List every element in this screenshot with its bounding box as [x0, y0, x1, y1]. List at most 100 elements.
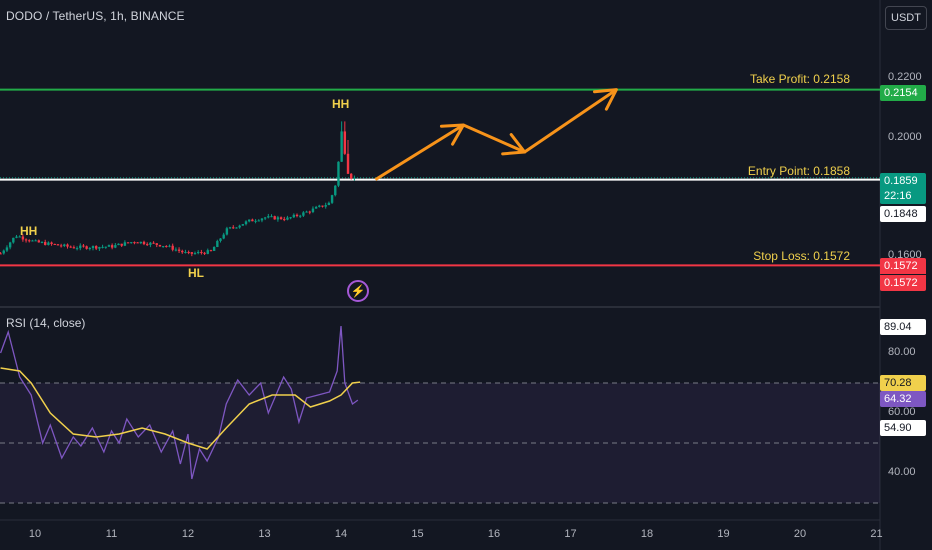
candle-body — [133, 242, 136, 244]
candle-body — [232, 227, 235, 229]
candle-body — [98, 246, 101, 249]
candle-body — [168, 245, 171, 247]
candle-body — [24, 239, 28, 241]
rsi-ma-tag: 70.28 — [880, 375, 926, 391]
take-profit-label: Take Profit: 0.2158 — [749, 72, 850, 86]
candle-body — [126, 242, 130, 244]
candle-body — [142, 241, 146, 245]
candle-body — [21, 236, 25, 240]
candle-body — [165, 246, 168, 248]
candle-body — [18, 236, 21, 238]
candle-body — [120, 243, 123, 246]
candle-body — [200, 252, 203, 254]
candle-body — [104, 246, 107, 248]
candle-body — [222, 234, 225, 239]
candle-body — [31, 240, 34, 242]
time-axis-tick: 19 — [717, 528, 730, 540]
candle-body — [72, 247, 76, 249]
candle-body — [66, 244, 69, 247]
currency-button[interactable]: USDT — [885, 6, 927, 30]
candle-body — [146, 244, 149, 246]
candle-body — [114, 245, 117, 248]
time-axis-tick: 13 — [258, 528, 271, 540]
candle-body — [251, 219, 254, 222]
candle-body — [241, 224, 245, 226]
rsi-axis-tick: 80.00 — [888, 346, 916, 358]
last-price-tag: 0.1859 — [880, 173, 926, 189]
candle-body — [197, 252, 200, 254]
candle-body — [5, 247, 9, 251]
candle-body — [212, 247, 216, 251]
candle-body — [8, 242, 12, 248]
candle-body — [292, 214, 296, 218]
candle-body — [299, 215, 302, 217]
candle-body — [244, 221, 248, 225]
candle-body — [79, 245, 82, 249]
candle-body — [353, 177, 356, 179]
candle-body — [95, 246, 98, 249]
candle-body — [302, 212, 305, 216]
candle-body — [184, 252, 187, 254]
candle-body — [40, 242, 44, 244]
candle-body — [308, 211, 311, 213]
candle-body — [295, 214, 299, 217]
candle-body — [254, 220, 257, 222]
candle-body — [56, 244, 60, 246]
entry-point-label: Entry Point: 0.1858 — [747, 164, 850, 178]
time-axis-tick: 20 — [793, 528, 807, 540]
candle-body — [216, 240, 219, 248]
projection-path — [374, 88, 618, 181]
candle-body — [318, 205, 321, 207]
candle-body — [117, 243, 120, 246]
candle-body — [44, 242, 47, 245]
rsi-value-tag: 64.32 — [880, 391, 926, 407]
candle-body — [228, 227, 232, 229]
candle-body — [324, 205, 327, 207]
candle-body — [101, 246, 104, 248]
candle-body — [235, 227, 238, 229]
candle-body — [327, 202, 331, 206]
candle-body — [276, 217, 280, 220]
candle-body — [289, 217, 292, 219]
candle-body — [286, 217, 289, 220]
candle-body — [225, 228, 229, 235]
candle-body — [0, 253, 2, 255]
lightning-bolt-icon[interactable]: ⚡ — [347, 280, 369, 302]
candle-body — [337, 161, 340, 186]
candle-body — [82, 245, 85, 247]
candle-body — [171, 245, 174, 250]
stop-loss-price-tag: 0.1572 — [880, 258, 926, 274]
rsi-axis-tick: 40.00 — [888, 466, 916, 478]
candle-body — [2, 250, 5, 254]
candle-body — [177, 249, 181, 251]
candle-body — [136, 242, 139, 244]
candle-body — [91, 246, 95, 249]
candle-body — [260, 218, 264, 221]
take-profit-price-tag: 0.2154 — [880, 85, 926, 101]
entry-price-tag: 0.1848 — [880, 206, 926, 222]
candle-body — [63, 244, 66, 247]
time-axis-tick: 16 — [487, 528, 501, 540]
rsi-ma-line — [0, 367, 361, 450]
symbol-title: DODO / TetherUS, 1h, BINANCE — [6, 9, 185, 23]
price-axis-tick: 0.2000 — [888, 131, 922, 143]
price-axis-tick: 0.2200 — [888, 71, 922, 83]
candle-body — [161, 246, 165, 248]
stop-loss-label: Stop Loss: 0.1572 — [753, 249, 850, 263]
swing-label-hl: HL — [188, 266, 204, 280]
candle-body — [350, 173, 353, 179]
candle-body — [334, 185, 337, 196]
candle-body — [47, 242, 50, 245]
candle-body — [219, 238, 222, 241]
candle-body — [321, 205, 324, 207]
candle-body — [209, 250, 213, 252]
rsi-line — [0, 325, 359, 480]
candle-body — [314, 206, 318, 209]
candle-body — [263, 217, 267, 219]
candle-body — [346, 153, 350, 174]
candle-body — [139, 241, 143, 244]
candle-body — [152, 242, 155, 244]
candle-body — [158, 244, 162, 247]
rsi-level-tag: 54.90 — [880, 420, 926, 436]
